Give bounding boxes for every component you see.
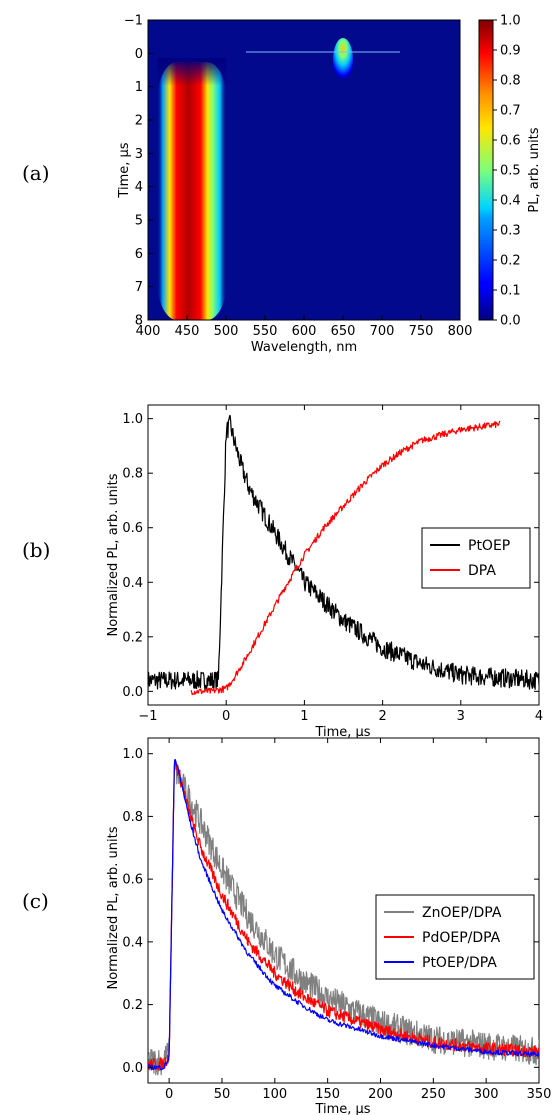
- y-tick-label: 0.4: [122, 935, 143, 950]
- series-line-pdoep-dpa: [148, 759, 539, 1071]
- x-tick-label: 50: [214, 1087, 231, 1102]
- x-tick-label: 300: [474, 1087, 499, 1102]
- x-tick-label: 1: [300, 709, 308, 724]
- panel-c-x-label: Time, μs: [314, 1102, 370, 1115]
- x-tick-label: 600: [292, 324, 317, 339]
- colorbar-label: PL, arb. units: [527, 127, 542, 212]
- y-tick-label: 2: [135, 114, 143, 129]
- y-tick-label: 0.6: [122, 873, 143, 888]
- legend-label-ptoep: PtOEP: [468, 538, 510, 554]
- x-tick-label: 4: [535, 709, 543, 724]
- y-tick-label: 1: [135, 80, 143, 95]
- x-tick-label: 100: [262, 1087, 287, 1102]
- colorbar-tick-label: 0.1: [500, 284, 521, 299]
- legend-label-dpa: DPA: [468, 563, 496, 579]
- y-tick-label: 8: [135, 314, 143, 329]
- y-tick-label: 5: [135, 214, 143, 229]
- x-tick-label: 500: [214, 324, 239, 339]
- colorbar-tick-label: 0.9: [500, 44, 521, 59]
- y-tick-label: 1.0: [122, 747, 143, 762]
- y-tick-label: 1.0: [122, 412, 143, 427]
- x-tick-label: 550: [253, 324, 278, 339]
- heatmap-y-label: Time, μs: [117, 142, 132, 198]
- panel-c-label: (c): [22, 889, 49, 913]
- y-tick-label: −1: [124, 14, 143, 29]
- legend-label-ptoep-dpa: PtOEP/DPA: [422, 955, 497, 971]
- colorbar: [478, 19, 494, 321]
- colorbar-tick-label: 0.6: [500, 134, 521, 149]
- x-tick-label: −1: [138, 709, 157, 724]
- panel-b-y-label: Normalized PL, arb. units: [106, 473, 121, 636]
- panel-b-legend-box: [421, 527, 531, 589]
- colorbar-tick-label: 0.0: [500, 314, 521, 329]
- series-line-ptoep-dpa: [148, 759, 539, 1071]
- y-tick-label: 0.6: [122, 521, 143, 536]
- panel-b-x-label: Time, μs: [314, 725, 370, 740]
- dpa-emission-band: [157, 58, 227, 320]
- panel-a: (a) 400 450 500 550 600 650 700 750 800 −1 0 1 2 3 4 5…: [22, 14, 542, 356]
- panel-a-label: (a): [22, 161, 50, 185]
- panel-c-series: [148, 759, 539, 1076]
- heatmap-x-label: Wavelength, nm: [251, 340, 357, 355]
- colorbar-tick-label: 0.7: [500, 104, 521, 119]
- x-tick-label: 250: [421, 1087, 446, 1102]
- y-tick-label: 0.8: [122, 467, 143, 482]
- panel-c-y-label: Normalized PL, arb. units: [106, 826, 121, 989]
- x-tick-label: 0: [165, 1087, 173, 1102]
- y-tick-label: 0: [135, 47, 143, 62]
- colorbar-tick-label: 0.4: [500, 194, 521, 209]
- x-tick-label: 350: [527, 1087, 552, 1102]
- colorbar-tick-label: 0.2: [500, 254, 521, 269]
- panel-c-y-ticks: 0.0 0.2 0.4 0.6 0.8 1.0: [122, 747, 539, 1076]
- y-tick-label: 3: [135, 147, 143, 162]
- colorbar-tick-label: 0.8: [500, 74, 521, 89]
- y-tick-label: 0.0: [122, 685, 143, 700]
- x-tick-label: 700: [370, 324, 395, 339]
- panel-b-series: [148, 414, 539, 696]
- colorbar-tick-label: 0.5: [500, 164, 521, 179]
- heatmap-x-ticks: 400 450 500 550 600 650 700 750 800: [136, 315, 473, 339]
- panel-c-x-ticks: 0 50 100 150 200 250 300 350: [165, 738, 551, 1102]
- panel-b-label: (b): [22, 538, 50, 562]
- series-line-ptoep: [148, 414, 539, 691]
- y-tick-label: 7: [135, 280, 143, 295]
- colorbar-ticks: 0.0 0.1 0.2 0.3 0.4 0.5 0.6 0.7 0.8 0.9 1.0: [493, 14, 521, 329]
- y-tick-label: 0.4: [122, 576, 143, 591]
- y-tick-label: 4: [135, 180, 143, 195]
- panel-b: (b) −1 0 1 2 3 4 0.00.20.40.60.81.0 Time, μs …: [22, 404, 543, 740]
- x-tick-label: 400: [136, 324, 161, 339]
- y-tick-label: 0.2: [122, 998, 143, 1013]
- y-tick-label: 0.8: [122, 810, 143, 825]
- panel-c: (c) 0 50 100 150 200 250 300 350 0.00.20.40.60.…: [22, 737, 551, 1115]
- heatmap-y-ticks: −1 0 1 2 3 4 5 6 7 8: [124, 14, 153, 329]
- colorbar-tick-label: 1.0: [500, 14, 521, 29]
- panel-b-x-ticks: −1 0 1 2 3 4: [138, 405, 543, 724]
- x-tick-label: 2: [378, 709, 386, 724]
- series-line-dpa: [190, 420, 501, 696]
- x-tick-label: 800: [448, 324, 473, 339]
- y-tick-label: 0.0: [122, 1061, 143, 1076]
- y-tick-label: 6: [135, 247, 143, 262]
- x-tick-label: 0: [222, 709, 230, 724]
- legend-label-znoep: ZnOEP/DPA: [422, 905, 502, 921]
- x-tick-label: 200: [368, 1087, 393, 1102]
- ptoep-emission-spot: [333, 38, 353, 82]
- x-tick-label: 3: [457, 709, 465, 724]
- panel-c-legend: ZnOEP/DPA PdOEP/DPA PtOEP/DPA: [375, 894, 535, 980]
- x-tick-label: 450: [175, 324, 200, 339]
- colorbar-tick-label: 0.3: [500, 224, 521, 239]
- x-tick-label: 650: [331, 324, 356, 339]
- x-tick-label: 750: [409, 324, 434, 339]
- legend-label-pdoep: PdOEP/DPA: [422, 930, 501, 946]
- series-line-znoep-dpa: [148, 761, 539, 1076]
- x-tick-label: 150: [315, 1087, 340, 1102]
- panel-b-y-ticks: 0.0 0.2 0.4 0.6 0.8 1.0: [122, 412, 539, 700]
- panel-b-legend: PtOEP DPA: [421, 527, 531, 589]
- y-tick-label: 0.2: [122, 630, 143, 645]
